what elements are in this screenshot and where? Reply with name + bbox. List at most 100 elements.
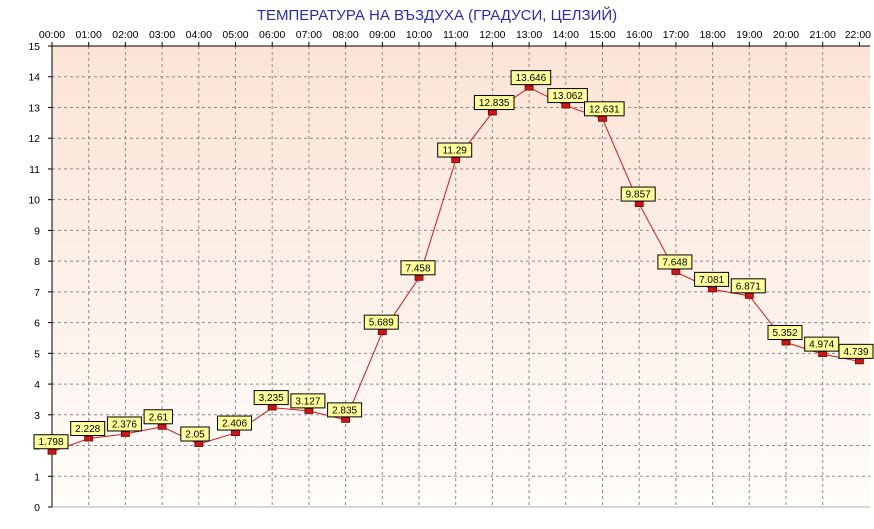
data-point [671, 269, 681, 275]
x-tick-label: 00:00 [39, 29, 65, 41]
y-tick-label: 9 [34, 225, 40, 237]
data-label-text: 4.974 [809, 340, 834, 351]
data-label-text: 7.458 [405, 263, 430, 274]
data-label-box [694, 271, 730, 287]
y-tick-label: 8 [34, 256, 40, 268]
data-label-box [363, 314, 399, 330]
y-tick-label: 1 [34, 471, 40, 483]
x-tick-label: 22:00 [845, 29, 871, 41]
data-point [634, 201, 644, 207]
y-tick-label: 6 [34, 318, 40, 330]
data-label-text: 5.352 [772, 328, 797, 339]
data-label: 13.062 [547, 88, 588, 104]
data-label-text: 13.646 [516, 73, 547, 84]
data-point [414, 274, 424, 281]
data-label-text: 2.406 [222, 419, 247, 430]
data-label-text: 12.835 [479, 98, 510, 109]
data-label: 7.458 [400, 260, 436, 276]
y-tick-label: 11 [29, 164, 40, 176]
x-tick-label: 19:00 [736, 29, 762, 41]
data-label-box [217, 415, 252, 431]
data-label: 2.228 [70, 421, 106, 437]
data-label: 3.127 [290, 393, 326, 409]
data-point [341, 416, 351, 423]
data-label-text: 12.631 [589, 104, 620, 115]
data-point [561, 102, 571, 109]
data-label: 2.61 [143, 409, 174, 425]
data-label: 2.406 [217, 415, 252, 431]
y-tick-label: 10 [28, 195, 40, 207]
data-label-box [437, 142, 473, 158]
data-label-text: 5.689 [369, 318, 394, 329]
data-label-box [327, 402, 363, 418]
x-tick-label: 06:00 [259, 29, 285, 41]
data-point [377, 329, 387, 336]
data-label-box [547, 88, 588, 104]
y-tick-label: 15 [28, 41, 40, 53]
data-label: 11.29 [437, 142, 473, 158]
data-point [157, 423, 167, 430]
data-label-text: 11.29 [443, 146, 468, 157]
y-tick-label: 7 [34, 287, 40, 299]
data-label-box [510, 70, 552, 86]
y-tick-label: 4 [34, 379, 40, 391]
data-label-box [70, 421, 106, 437]
data-labels: 1.798 2.228 2.376 2.61 2.05 2.406 3.235 3.127 2.… [33, 70, 874, 450]
y-tick-label: 14 [28, 72, 40, 84]
x-tick-label: 12:00 [479, 29, 505, 41]
data-label-box [730, 278, 766, 294]
y-tick-label: 5 [34, 348, 40, 360]
data-point [598, 115, 607, 122]
x-tick-label: 15:00 [589, 29, 615, 41]
x-tick-label: 11:00 [443, 29, 469, 41]
data-label: 5.689 [363, 314, 399, 330]
data-label-text: 7.648 [662, 257, 687, 268]
data-label-box [180, 426, 210, 442]
x-tick-label: 08:00 [332, 29, 358, 41]
data-label-box [838, 343, 874, 359]
chart-title: ТЕМПЕРАТУРА НА ВЪЗДУХА (ГРАДУСИ, ЦЕЛЗИЙ) [257, 6, 617, 24]
data-point [818, 351, 828, 358]
axes [48, 42, 870, 508]
data-label-text: 13.062 [552, 91, 583, 102]
x-tick-label: 18:00 [699, 29, 725, 41]
data-label-text: 7.081 [699, 275, 724, 286]
data-label: 7.081 [694, 271, 730, 287]
data-label: 2.835 [327, 402, 363, 418]
data-label-box [620, 186, 656, 202]
x-tick-label: 10:00 [406, 29, 432, 41]
data-point [304, 407, 314, 414]
data-point [524, 84, 534, 91]
y-tick-label: 13 [28, 102, 40, 114]
data-label-box [473, 95, 515, 111]
x-tick-label: 03:00 [149, 29, 175, 41]
data-label-text: 2.376 [112, 419, 137, 430]
x-tick-label: 01:00 [76, 29, 102, 41]
data-point [194, 441, 204, 447]
y-tick-label: 3 [34, 410, 40, 422]
data-label: 7.648 [657, 254, 693, 270]
data-label: 2.05 [180, 426, 210, 442]
data-label-box [253, 390, 289, 406]
data-point [267, 404, 277, 411]
data-label-text: 3.127 [295, 396, 320, 407]
data-label-text: 2.05 [185, 429, 205, 440]
x-tick-label: 21:00 [810, 29, 836, 41]
data-label-box [106, 416, 142, 432]
x-tick-label: 09:00 [369, 29, 395, 41]
data-label: 13.646 [510, 70, 552, 86]
data-label: 4.974 [804, 336, 840, 352]
data-label-text: 2.61 [149, 412, 169, 423]
x-tick-label: 07:00 [296, 29, 322, 41]
data-label: 3.235 [253, 390, 289, 406]
data-point [855, 358, 864, 365]
data-label: 2.376 [106, 416, 142, 432]
data-label-box [584, 101, 625, 117]
data-point [781, 339, 791, 346]
data-label: 12.835 [473, 95, 515, 111]
data-label: 1.798 [33, 434, 69, 450]
data-label: 12.631 [584, 101, 625, 117]
data-point [451, 157, 461, 163]
x-tick-label: 04:00 [186, 29, 212, 41]
